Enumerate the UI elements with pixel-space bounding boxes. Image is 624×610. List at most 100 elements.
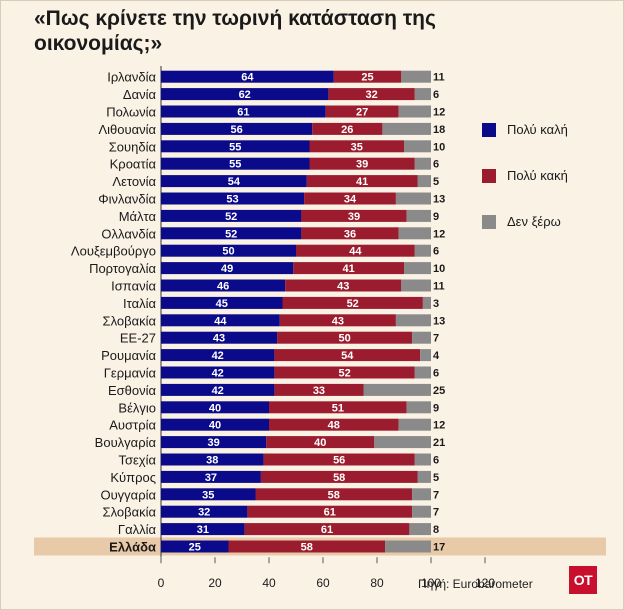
data-label-good: 55 — [229, 159, 241, 171]
data-label-dontknow: 5 — [433, 176, 439, 188]
data-label-bad: 27 — [356, 107, 368, 119]
bar-bad — [244, 523, 410, 536]
data-label-bad: 50 — [338, 333, 350, 345]
data-label-good: 54 — [228, 176, 241, 188]
bar-good — [161, 453, 264, 466]
data-label-good: 38 — [206, 455, 218, 467]
data-label-dontknow: 21 — [433, 437, 445, 449]
category-label: Βουλγαρία — [95, 435, 157, 450]
bar-dontknow — [398, 418, 431, 431]
data-label-bad: 39 — [356, 159, 368, 171]
data-label-bad: 54 — [341, 350, 354, 362]
data-label-dontknow: 12 — [433, 228, 445, 240]
data-label-bad: 56 — [333, 455, 345, 467]
bar-dontknow — [412, 488, 431, 501]
bar-bad — [274, 383, 364, 396]
data-label-dontknow: 6 — [433, 455, 439, 467]
category-label: Κύπρος — [110, 470, 156, 485]
data-label-dontknow: 12 — [433, 420, 445, 432]
bar-good — [161, 540, 229, 553]
data-label-good: 32 — [198, 507, 210, 519]
data-label-bad: 33 — [313, 385, 325, 397]
data-label-dontknow: 4 — [433, 350, 440, 362]
data-label-good: 37 — [205, 472, 217, 484]
bar-dontknow — [382, 122, 431, 135]
data-label-good: 39 — [208, 437, 220, 449]
bar-dontknow — [412, 331, 431, 344]
bar-dontknow — [406, 401, 431, 414]
category-label: Ελλάδα — [109, 540, 156, 555]
data-label-good: 40 — [209, 420, 221, 432]
data-label-good: 55 — [229, 141, 241, 153]
bar-good — [161, 175, 307, 188]
bar-good — [161, 366, 275, 379]
bar-bad — [269, 401, 407, 414]
legend-swatch-good — [482, 123, 496, 137]
bar-dontknow — [404, 140, 431, 153]
bar-good — [161, 70, 334, 83]
bar-dontknow — [404, 262, 431, 275]
category-label: Ιταλία — [123, 296, 156, 311]
data-label-dontknow: 7 — [433, 489, 439, 501]
data-label-good: 64 — [241, 72, 254, 84]
bar-bad — [285, 279, 402, 292]
category-label: Ρουμανία — [101, 348, 156, 363]
category-label: Γαλλία — [118, 522, 157, 537]
x-tick-label: 60 — [316, 576, 330, 590]
bar-dontknow — [422, 296, 431, 309]
data-label-good: 45 — [216, 298, 228, 310]
category-label: Σλοβακία — [103, 313, 157, 328]
category-label: Λουξεμβούργο — [71, 244, 156, 259]
bar-good — [161, 192, 305, 205]
data-label-bad: 61 — [324, 507, 336, 519]
bar-dontknow — [363, 383, 431, 396]
bar-bad — [309, 157, 415, 170]
data-label-dontknow: 6 — [433, 89, 439, 101]
legend-swatch-bad — [482, 169, 496, 183]
bar-good — [161, 88, 329, 101]
data-label-good: 31 — [197, 524, 209, 536]
bar-good — [161, 140, 310, 153]
data-label-dontknow: 7 — [433, 333, 439, 345]
bar-good — [161, 505, 248, 518]
legend: Πολύ καλή Πολύ κακή Δεν ξέρω — [482, 122, 622, 260]
data-label-bad: 41 — [343, 263, 355, 275]
category-label: Κροατία — [110, 157, 157, 172]
bar-bad — [277, 331, 413, 344]
category-label: Μάλτα — [119, 209, 157, 224]
bar-bad — [312, 122, 383, 135]
bar-dontknow — [374, 436, 431, 449]
data-label-bad: 48 — [328, 420, 340, 432]
bar-dontknow — [401, 70, 431, 83]
data-label-dontknow: 9 — [433, 402, 439, 414]
x-tick-label: 100 — [421, 576, 441, 590]
data-label-bad: 43 — [337, 281, 349, 293]
x-tick-label: 0 — [158, 576, 165, 590]
bar-dontknow — [412, 505, 431, 518]
bar-good — [161, 383, 275, 396]
category-label: Σλοβακία — [103, 505, 157, 520]
bar-bad — [296, 244, 415, 257]
bar-dontknow — [395, 314, 431, 327]
data-label-bad: 51 — [332, 402, 344, 414]
bar-bad — [301, 209, 407, 222]
data-label-good: 43 — [213, 333, 225, 345]
category-label: Πορτογαλία — [89, 261, 156, 276]
bar-bad — [263, 453, 415, 466]
data-label-bad: 32 — [365, 89, 377, 101]
data-label-dontknow: 10 — [433, 263, 445, 275]
bar-bad — [260, 470, 418, 483]
bar-dontknow — [401, 279, 431, 292]
bar-good — [161, 331, 278, 344]
category-label: Ουγγαρία — [100, 487, 156, 502]
data-label-bad: 61 — [321, 524, 333, 536]
category-label: Ισπανία — [111, 279, 156, 294]
legend-item-bad: Πολύ κακή — [482, 168, 622, 214]
data-label-dontknow: 5 — [433, 472, 439, 484]
data-label-good: 56 — [230, 124, 242, 136]
legend-item-good: Πολύ καλή — [482, 122, 622, 168]
data-label-good: 52 — [225, 211, 237, 223]
bar-bad — [274, 349, 421, 362]
bar-good — [161, 209, 302, 222]
data-label-dontknow: 13 — [433, 194, 445, 206]
